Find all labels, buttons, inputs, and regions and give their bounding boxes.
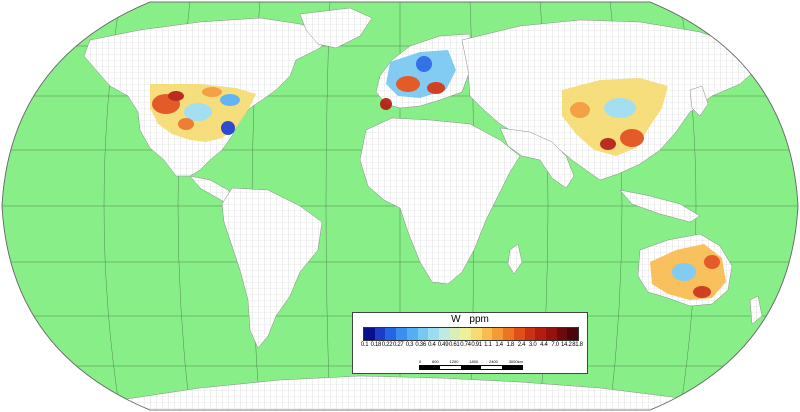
legend-tick-label: 0.36 — [415, 342, 426, 348]
scale-bar-label: 2400 — [488, 359, 498, 364]
legend-swatch — [481, 328, 493, 340]
legend-tick-label: 7.0 — [551, 342, 559, 348]
scale-bar-segment — [481, 366, 502, 369]
scale-bar-label: 0 — [419, 359, 422, 364]
legend-swatch — [471, 328, 482, 340]
scale-bar-segment — [420, 366, 441, 369]
legend-tick-label: 14.2 — [561, 342, 572, 348]
scale-bar: 0 600 1200 1800 2400 3000km — [419, 359, 523, 371]
legend-tick-label: 2.4 — [517, 342, 526, 348]
legend-swatch — [556, 328, 568, 340]
legend-swatch — [417, 328, 429, 340]
scale-bar-label: 1800 — [469, 359, 479, 364]
scale-bar-segment — [501, 366, 523, 369]
scale-bar-label: 1200 — [449, 359, 459, 364]
legend-tick-label: 0.49 — [437, 342, 449, 348]
legend-ticks: 0.1 0.18 0.22 0.27 0.3 0.36 0.4 0.49 0.61 0.74 0.9… — [359, 342, 583, 356]
legend-tick-label: 81.8 — [572, 342, 583, 348]
legend-unit: ppm — [469, 314, 489, 325]
legend-tick-label: 0.27 — [392, 342, 404, 348]
legend-tick-label: 0.18 — [370, 342, 382, 348]
legend-swatch — [503, 328, 514, 340]
legend-tick-label: 1.4 — [495, 342, 503, 348]
legend-tick-label: 0.4 — [428, 342, 436, 348]
legend-title: W ppm — [353, 314, 587, 325]
scale-bar-label: 600 — [432, 359, 439, 364]
legend-swatch — [374, 328, 386, 340]
legend-swatch — [449, 328, 461, 340]
legend-tick-label: 0.74 — [460, 342, 471, 348]
legend-swatch — [428, 328, 439, 340]
legend-element: W — [451, 314, 461, 325]
legend-tick-label: 0.22 — [381, 342, 393, 348]
legend-swatch — [567, 328, 579, 340]
legend-swatch — [535, 328, 546, 340]
legend-swatch — [406, 328, 418, 340]
legend-swatch — [492, 328, 504, 340]
scale-bar-segment — [440, 366, 461, 369]
legend-tick-label: 0.91 — [471, 342, 482, 348]
legend-swatch — [460, 328, 472, 340]
legend-swatch — [385, 328, 397, 340]
legend-swatch — [513, 328, 525, 340]
legend-tick-label: 3.0 — [528, 342, 537, 348]
legend-tick-label: 4.4 — [540, 342, 548, 348]
scale-bar-label: 3000km — [508, 359, 523, 364]
legend-swatch — [438, 328, 450, 340]
data-overlay — [150, 50, 726, 300]
legend-swatch — [364, 328, 375, 340]
legend-swatch — [524, 328, 536, 340]
legend-swatch — [396, 328, 407, 340]
legend-swatch — [545, 328, 557, 340]
legend-tick-label: 1.1 — [484, 342, 492, 348]
legend-tick-label: 1.8 — [506, 342, 515, 348]
scale-bar-labels: 0 600 1200 1800 2400 3000km — [419, 359, 523, 364]
legend-tick-label: 0.1 — [360, 342, 369, 348]
scale-bar-segment — [460, 366, 482, 369]
legend-tick-label: 0.3 — [405, 342, 414, 348]
legend-tick-label: 0.61 — [448, 342, 460, 348]
scale-bar-segments — [419, 365, 523, 370]
legend: W ppm 0.1 0.18 0.22 0.27 0.3 0.36 0.4 0.49 0.61 0… — [352, 312, 588, 374]
legend-swatches — [363, 327, 579, 341]
